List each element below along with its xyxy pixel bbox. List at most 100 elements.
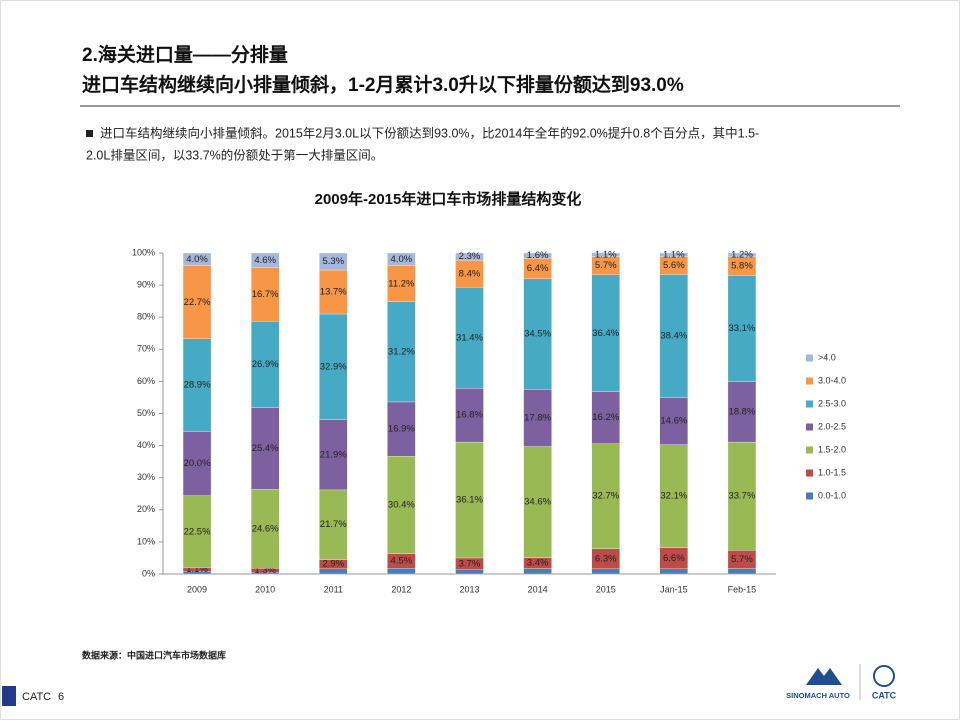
value-label: 32.1% [660,491,687,502]
bar-segment [591,568,620,575]
legend-label: 2.5-3.0 [818,398,846,408]
y-tick-label: 100% [132,247,155,257]
bar-segment [727,568,757,575]
y-tick-label: 30% [137,472,155,482]
logo-text: CATC [872,690,897,700]
legend-swatch [806,354,813,362]
value-label: 28.9% [184,380,211,391]
bar-segment [659,568,688,575]
value-label: 4.0% [391,254,413,265]
bar-segment [182,265,212,339]
value-label: 20.0% [184,458,211,469]
bar-segment [319,269,348,315]
bar-segment [523,568,552,575]
x-tick-label: 2013 [459,584,479,594]
value-label: 36.4% [592,328,619,339]
bar-segment [387,301,416,403]
value-label: 21.7% [320,519,347,530]
bar-segment [659,397,688,445]
bar-segment [319,419,348,491]
x-tick-label: Jan-15 [660,584,688,594]
y-tick-label: 90% [137,279,155,289]
bar-segment [251,407,280,490]
value-label: 16.8% [456,410,483,421]
legend-swatch [806,377,813,385]
bar-segment [251,267,280,322]
bullet-line: 2.0L排量区间，以33.7%的份额处于第一大排量区间。 [86,147,383,162]
bar-segment [319,489,348,560]
value-label: 4.0% [186,254,208,265]
logo-icon [806,668,842,685]
legend-label: 0.0-1.0 [818,490,846,500]
bar-segment [659,274,688,398]
bar-segment [387,265,416,302]
header-line2: 进口车结构继续向小排量倾斜，1-2月累计3.0升以下排量份额达到93.0% [82,73,684,96]
value-label: 14.6% [660,416,687,427]
bar-segment [455,441,484,559]
value-label: 13.7% [320,287,347,298]
source: 数据来源：中国进口汽车市场数据库 [82,649,226,660]
value-label: 5.3% [322,256,344,267]
bar-segment [455,260,484,288]
y-tick-label: 70% [137,344,155,354]
y-tick-label: 10% [137,536,155,546]
bullet-line: 进口车结构继续向小排量倾斜。2015年2月3.0L以下份额达到93.0%，比20… [100,125,759,140]
value-label: 22.5% [184,526,211,537]
bar-segment [455,287,484,389]
value-label: 25.4% [252,443,279,454]
value-label: 5.7% [731,554,753,565]
legend-swatch [806,492,813,500]
value-label: 5.7% [595,260,617,271]
x-tick-label: 2014 [528,584,548,594]
value-label: 31.4% [456,332,483,343]
bar-segment [319,313,348,420]
bar-segment [182,431,212,496]
x-tick-label: 2015 [596,584,616,594]
bar-segment [387,252,416,266]
y-tick-label: 80% [137,312,155,322]
value-label: 3.7% [459,558,481,569]
value-label: 3.4% [527,558,549,569]
value-label: 6.3% [595,553,617,564]
bar-segment [319,252,348,271]
bar-segment [251,252,280,268]
footer-brand: CATC [22,691,51,703]
value-label: 1.3% [254,565,276,576]
logo-text: SINOMACH AUTO [786,691,850,700]
bar-segment [727,441,757,551]
bullet-marker [86,130,93,137]
bar-segment [727,252,757,258]
value-label: 18.8% [728,406,755,417]
value-label: 1.6% [527,250,549,261]
x-tick-label: 2010 [255,584,275,594]
value-label: 26.9% [252,359,279,370]
y-tick-label: 0% [142,568,155,578]
bar-segment [455,252,484,261]
value-label: 33.7% [728,491,755,502]
value-label: 8.4% [459,268,481,279]
bar-segment [659,252,688,257]
legend-swatch [806,400,813,408]
legend-label: 2.0-2.5 [818,421,846,431]
legend-swatch [806,423,813,431]
bar-segment [591,443,620,549]
legend-swatch [806,446,813,454]
logo-icon [873,665,895,687]
legend-label: 1.0-1.5 [818,467,846,477]
bar-segment [387,568,416,575]
value-label: 1.2% [731,249,753,260]
bar-segment [523,252,552,259]
header-line1: 2.海关进口量——分排量 [82,43,288,66]
value-label: 17.8% [524,413,551,424]
legend-swatch [806,469,813,477]
y-tick-label: 20% [137,504,155,514]
footer-page: 6 [58,691,64,703]
bar-segment [659,444,688,548]
footer-square [2,686,16,706]
value-label: 16.9% [388,424,415,435]
value-label: 34.5% [524,329,551,340]
value-label: 21.9% [320,449,347,460]
chart-title: 2009年-2015年进口车市场排量结构变化 [315,190,582,208]
bar-segment [455,387,484,443]
